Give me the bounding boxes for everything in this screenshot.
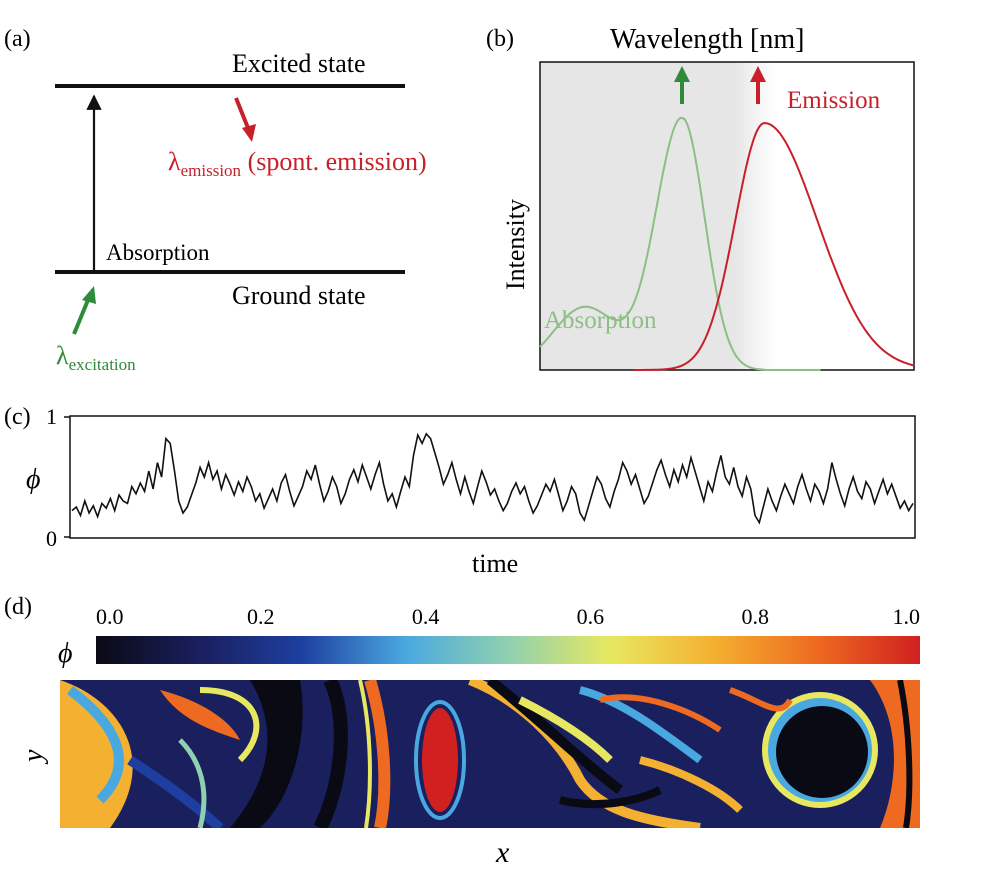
heatmap-region — [230, 680, 303, 828]
panel-c-ylabel: ϕ — [26, 464, 41, 495]
panel-b-title: Wavelength [nm] — [610, 24, 804, 55]
heatmap-filament — [178, 738, 207, 828]
panel-c-label: (c) — [4, 404, 31, 430]
absorption-peak-arrow-icon — [674, 66, 690, 104]
heatmap-ylabel: y — [18, 749, 49, 765]
emission-subscript: emission — [181, 161, 242, 180]
colorbar-tick-label: 1.0 — [893, 604, 921, 629]
panel-c: (c) 1 0 ϕ time — [4, 404, 916, 578]
heatmap-filament — [729, 687, 793, 712]
colorbar — [96, 636, 920, 664]
phi-time-series — [71, 432, 914, 525]
heatmap-filament — [313, 680, 348, 828]
panel-c-ytick-top: 1 — [46, 404, 57, 429]
heatmap-region — [60, 680, 133, 828]
heatmap-filament — [364, 680, 391, 828]
panel-a-label: (a) — [4, 26, 31, 52]
heatmap-filament — [414, 700, 466, 820]
emission-peak-arrow-icon — [750, 66, 766, 104]
emission-curve — [633, 122, 915, 371]
colorbar-tick-label: 0.4 — [412, 604, 440, 629]
heatmap-filament — [639, 756, 743, 813]
heatmap-filament — [358, 680, 372, 828]
panel-a: (a) Excited state Ground state Absorptio… — [4, 26, 427, 374]
heatmap-filament — [599, 694, 722, 733]
panel-d: (d) 0.0 0.2 0.4 0.6 0.8 1.0 ϕ y x — [4, 594, 920, 869]
emission-lambda-label: λemission (spont. emission) — [168, 147, 427, 180]
colorbar-ticks: 0.0 0.2 0.4 0.6 0.8 1.0 — [96, 604, 920, 629]
heatmap-filament — [66, 686, 124, 804]
heatmap-region — [160, 690, 240, 740]
heatmap-xlabel: x — [495, 836, 510, 869]
colorbar-tick-label: 0.6 — [577, 604, 605, 629]
panel-c-xlabel: time — [472, 549, 518, 578]
excitation-lambda-label: λexcitation — [56, 341, 136, 374]
absorption-label: Absorption — [106, 240, 210, 265]
excitation-subscript: excitation — [69, 355, 137, 374]
colorbar-tick-label: 0.0 — [96, 604, 124, 629]
colorbar-tick-label: 0.8 — [741, 604, 769, 629]
phi-field-heatmap — [60, 680, 920, 828]
panel-d-label: (d) — [4, 594, 32, 620]
heatmap-region — [422, 708, 458, 812]
heatmap-filament — [897, 680, 913, 828]
colorbar-label: ϕ — [58, 638, 73, 669]
absorption-curve — [539, 117, 821, 371]
emission-lambda-symbol: λ — [168, 147, 181, 176]
heatmap-filament — [579, 686, 703, 764]
emission-note: (spont. emission) — [241, 147, 427, 176]
excitation-arrow-icon — [72, 286, 96, 335]
emission-arrow-icon — [234, 97, 256, 142]
panel-b-ylabel: Intensity — [501, 199, 530, 290]
heatmap-filament — [199, 687, 260, 763]
heatmap-filament — [486, 680, 624, 794]
ground-state-label: Ground state — [232, 281, 366, 310]
panel-b-frame — [539, 61, 915, 371]
colorbar-tick-label: 0.2 — [247, 604, 275, 629]
heatmap-filament — [559, 786, 662, 809]
emission-curve-label: Emission — [787, 87, 881, 114]
excited-state-label: Excited state — [232, 49, 366, 78]
heatmap-region — [776, 706, 868, 798]
panel-c-frame — [69, 415, 916, 539]
heatmap-filament — [127, 755, 224, 828]
absorption-curve-label: Absorption — [544, 307, 657, 334]
panel-b: (b) Wavelength [nm] Intensity Absorption… — [486, 24, 915, 371]
panel-b-label: (b) — [486, 26, 514, 52]
excitation-lambda-symbol: λ — [56, 341, 69, 370]
heatmap-filament — [518, 696, 613, 763]
panel-c-ytick-bottom: 0 — [46, 526, 57, 551]
